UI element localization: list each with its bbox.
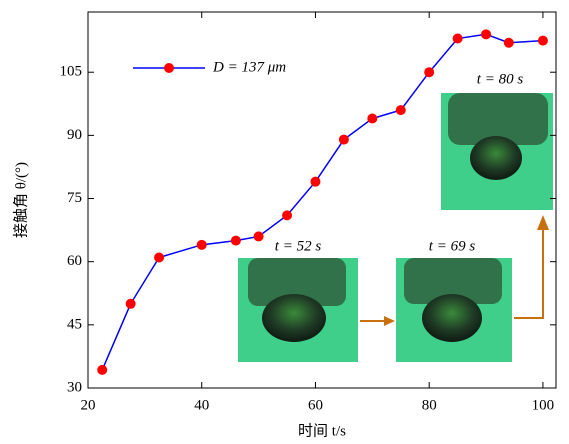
legend-label: D = 137 μm	[212, 59, 286, 75]
data-point	[338, 134, 349, 145]
data-line	[101, 33, 543, 371]
inset-image	[238, 258, 358, 362]
x-tick-label: 40	[194, 397, 209, 413]
data-point	[282, 210, 293, 221]
y-tick-label: 60	[67, 253, 82, 269]
data-point	[481, 29, 492, 40]
legend-marker	[164, 63, 174, 73]
inset-image	[396, 258, 512, 362]
x-tick-label: 100	[532, 397, 555, 413]
y-tick-label: 105	[60, 64, 83, 80]
data-point	[424, 67, 435, 78]
data-point	[503, 37, 514, 48]
data-point	[310, 176, 321, 187]
data-point	[367, 113, 378, 124]
x-axis-label: 时间 t/s	[298, 422, 346, 439]
data-point	[230, 235, 241, 246]
y-tick-label: 90	[67, 127, 82, 143]
data-point	[125, 298, 136, 309]
data-point	[452, 33, 463, 44]
insets	[238, 93, 553, 362]
data-point	[537, 35, 548, 46]
arrow-head	[384, 316, 395, 326]
y-tick-label: 30	[67, 379, 82, 395]
annotation: t = 80 s	[477, 71, 524, 87]
plot-frame	[87, 11, 557, 389]
inset-image	[441, 93, 553, 210]
data-point	[395, 105, 406, 116]
y-axis-label: 接触角 θ/(°)	[12, 162, 29, 238]
x-tick-label: 60	[308, 397, 323, 413]
annotation: t = 69 s	[429, 238, 476, 254]
x-tick-label: 80	[422, 397, 437, 413]
arrow-head	[537, 215, 549, 230]
data-point	[154, 252, 165, 263]
data-point	[97, 364, 108, 375]
arrow	[514, 222, 544, 319]
data-point	[253, 231, 264, 242]
y-tick-label: 75	[67, 190, 82, 206]
x-tick-label: 20	[81, 397, 96, 413]
annotation: t = 52 s	[275, 238, 322, 254]
y-tick-label: 45	[67, 316, 82, 332]
data-point	[196, 239, 207, 250]
